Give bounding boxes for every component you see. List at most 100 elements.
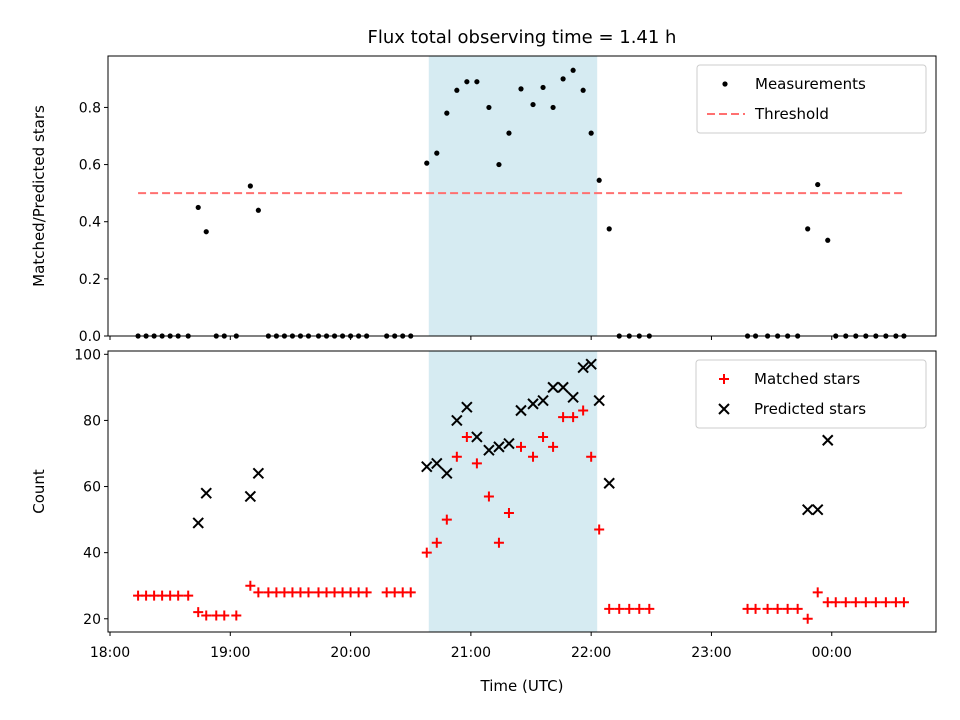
data-point [560,76,566,82]
data-point [183,590,194,601]
data-point [577,361,589,374]
legend-swatch [718,403,730,415]
data-point [245,580,256,591]
data-point [593,394,605,407]
data-point [247,183,253,189]
data-point [880,597,891,608]
data-point [870,597,881,608]
data-point [801,503,814,516]
data-point [557,381,569,394]
x-tick-label: 22:00 [571,645,611,661]
data-point [483,491,494,502]
data-point [471,431,483,443]
data-point [558,412,569,423]
data-point [496,161,502,168]
data-point [802,613,813,624]
data-point [792,603,803,614]
data-point [421,460,433,473]
legend-swatch [722,81,728,87]
x-tick-label: 18:00 [90,645,130,661]
data-point [506,130,512,136]
legend-box [696,64,927,134]
data-point [493,537,504,548]
data-point [548,441,559,452]
data-point [596,177,602,183]
data-point [585,358,597,370]
data-point [606,226,612,232]
data-point [570,67,576,73]
data-point [812,587,823,598]
bottom-panel-counts: 20 40 60 80 100 18:00 19:00 20:00 21:00 22:00 23:0… [30,347,937,695]
data-point [518,86,524,92]
data-point [431,537,442,548]
data-point [580,87,586,93]
legend: Matched stars Predicted stars [695,359,927,429]
series-predicted-stars [192,358,834,529]
data-point [550,104,556,111]
data-point [588,130,594,136]
data-point [252,467,265,480]
x-tick-label: 21:00 [451,645,491,661]
data-point [830,597,841,608]
data-point [424,160,430,166]
legend: Measurements Threshold [696,64,927,134]
data-point [493,441,505,453]
data-point [361,587,372,598]
data-point [200,487,212,499]
data-point [860,597,871,608]
y-tick-label: 40 [83,546,101,562]
data-point [231,610,242,621]
data-point [451,414,463,427]
data-point [474,79,480,85]
data-point [454,87,460,93]
data-point [762,603,773,614]
y-axis-label: Count [30,469,48,514]
data-point [503,507,514,518]
data-point [750,603,761,614]
data-point [192,517,204,529]
data-point [594,524,605,535]
y-tick-label: 0.8 [79,100,101,116]
data-point [201,610,212,621]
legend-box [695,359,927,429]
data-point [614,603,625,614]
data-point [772,603,783,614]
data-point [461,431,472,442]
x-tick-label: 23:00 [691,645,731,661]
data-point [822,434,834,446]
x-tick-label: 00:00 [812,645,852,661]
data-point [812,503,824,516]
data-point [471,458,482,469]
data-point [603,477,615,489]
data-point [540,84,546,91]
legend-label: Matched stars [754,370,860,388]
data-point [431,457,443,470]
y-tick-label: 0.6 [79,158,101,174]
data-point [483,444,495,456]
top-panel-ratio: 0.0 0.2 0.4 0.6 0.8 Matched/Predicted stars Fl… [30,27,937,345]
data-point [464,79,470,85]
data-point [840,597,851,608]
data-point [195,204,201,211]
data-point [624,603,635,614]
data-point [444,110,450,116]
data-point [515,441,526,452]
data-point [805,226,811,232]
data-point [634,603,645,614]
observing-window-shade [428,351,598,632]
y-tick-label: 100 [74,347,101,363]
data-point [898,597,909,608]
y-axis-label: Matched/Predicted stars [30,105,48,287]
legend-label: Threshold [754,105,829,123]
data-point [825,237,831,243]
data-point [461,401,473,413]
data-point [815,181,821,188]
x-tick-label: 19:00 [210,645,250,661]
data-point [586,451,597,462]
data-point [530,101,536,108]
data-point [193,607,204,618]
data-point [434,150,440,156]
data-point [567,391,579,403]
data-point [537,394,549,407]
